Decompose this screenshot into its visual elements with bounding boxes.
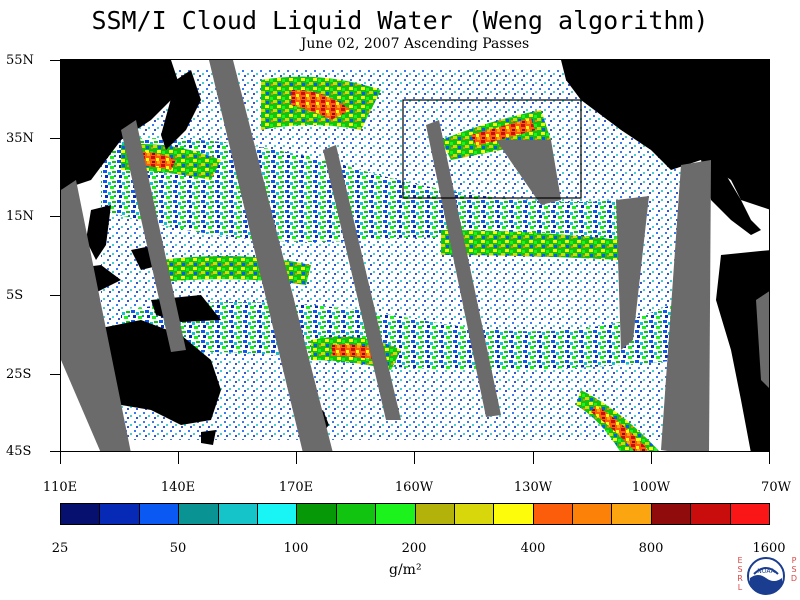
- lat-tick: [50, 295, 60, 296]
- lon-label-130w: 130W: [513, 480, 553, 495]
- map-canvas: [61, 60, 769, 451]
- colorbar-swatch: [179, 504, 219, 524]
- lat-tick: [50, 60, 60, 61]
- colorbar-label-50: 50: [169, 541, 187, 556]
- lon-tick: [651, 452, 652, 464]
- lon-tick: [414, 452, 415, 464]
- logo-right-letters: P S D: [790, 556, 798, 583]
- lon-label-70w: 70W: [761, 480, 791, 495]
- lat-tick: [50, 138, 60, 139]
- colorbar-swatch: [336, 504, 377, 524]
- colorbar-label-200: 200: [401, 541, 427, 556]
- lat-tick: [50, 374, 60, 375]
- colorbar-label-1600: 1600: [752, 541, 786, 556]
- lon-tick: [178, 452, 179, 464]
- lon-label-110e: 110E: [42, 480, 78, 495]
- colorbar-swatch: [257, 504, 298, 524]
- lat-label-35n: 35N: [6, 131, 34, 146]
- noaa-logo: E S R L NOAA P S D: [732, 556, 800, 600]
- lon-tick: [296, 452, 297, 464]
- lon-label-160w: 160W: [394, 480, 434, 495]
- lon-label-140e: 140E: [160, 480, 196, 495]
- colorbar-label-400: 400: [520, 541, 546, 556]
- lat-label-55n: 55N: [6, 53, 34, 68]
- lat-label-5s: 5S: [6, 288, 24, 303]
- lon-tick: [60, 452, 61, 464]
- colorbar-swatch: [533, 504, 574, 524]
- colorbar-label-25: 25: [51, 541, 69, 556]
- colorbar-swatch: [573, 504, 613, 524]
- colorbar-swatch: [376, 504, 416, 524]
- colorbar-swatch: [297, 504, 337, 524]
- lat-label-15n: 15N: [6, 209, 34, 224]
- svg-text:NOAA: NOAA: [757, 568, 775, 575]
- logo-left-letters: E S R L: [737, 556, 743, 592]
- colorbar-swatch: [691, 504, 731, 524]
- colorbar: [60, 503, 770, 525]
- region-inset-box: [402, 99, 582, 199]
- lat-tick: [50, 216, 60, 217]
- cloud-water-map: [60, 59, 770, 452]
- colorbar-swatch: [218, 504, 258, 524]
- map-subtitle: June 02, 2007 Ascending Passes: [300, 36, 530, 52]
- swath-gaps: [61, 60, 769, 451]
- lat-tick: [50, 451, 60, 452]
- colorbar-swatch: [494, 504, 534, 524]
- colorbar-swatch: [454, 504, 495, 524]
- colorbar-swatch: [61, 504, 101, 524]
- lon-label-100w: 100W: [631, 480, 671, 495]
- colorbar-swatch: [612, 504, 652, 524]
- lon-tick: [769, 452, 770, 464]
- colorbar-swatch: [415, 504, 455, 524]
- lon-label-170e: 170E: [278, 480, 314, 495]
- map-title: SSM/I Cloud Liquid Water (Weng algorithm…: [91, 6, 709, 35]
- colorbar-label-800: 800: [638, 541, 664, 556]
- colorbar-swatch: [651, 504, 692, 524]
- lat-label-25s: 25S: [6, 367, 32, 382]
- colorbar-swatch: [139, 504, 180, 524]
- colorbar-swatch: [730, 504, 770, 524]
- colorbar-swatch: [100, 504, 140, 524]
- colorbar-units: g/m²: [389, 562, 422, 578]
- noaa-emblem-icon: NOAA: [747, 557, 785, 595]
- colorbar-label-100: 100: [283, 541, 309, 556]
- lat-label-45s: 45S: [6, 444, 32, 459]
- lon-tick: [533, 452, 534, 464]
